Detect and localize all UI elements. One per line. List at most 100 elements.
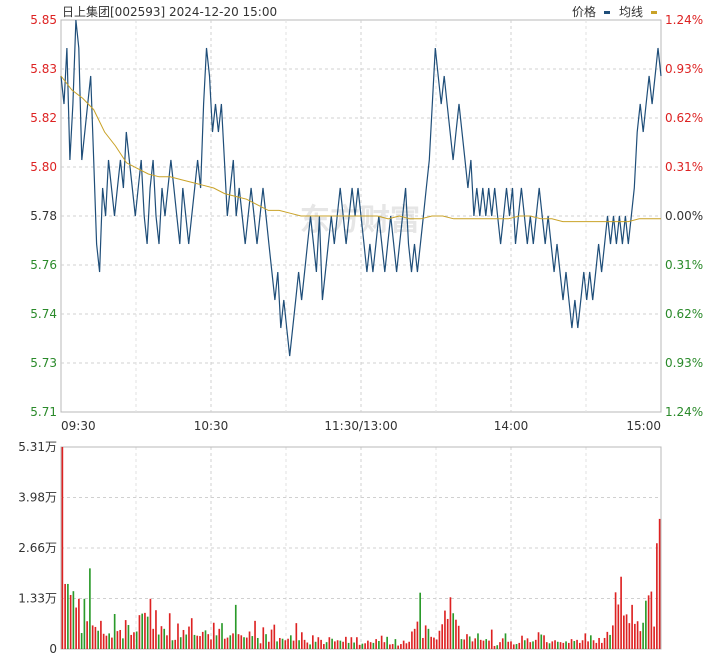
- volume-bar: [438, 630, 441, 649]
- volume-bar: [295, 623, 298, 649]
- volume-bar: [234, 604, 237, 649]
- series-layer: [60, 19, 662, 357]
- volume-bar: [245, 637, 248, 649]
- volume-bar: [248, 631, 251, 649]
- volume-bar: [573, 641, 576, 649]
- volume-bar: [196, 635, 199, 649]
- volume-bar: [609, 634, 611, 649]
- volume-bar: [408, 641, 410, 649]
- volume-bar: [658, 518, 661, 649]
- volume-tick-label: 3.98万: [18, 491, 57, 505]
- volume-bar: [185, 634, 188, 649]
- volume-bar: [301, 632, 303, 649]
- volume-bar: [160, 626, 163, 649]
- volume-bar: [262, 627, 265, 649]
- volume-bar: [254, 620, 256, 649]
- volume-bar: [391, 644, 394, 649]
- volume-bar: [174, 639, 177, 649]
- volume-bar: [601, 642, 603, 649]
- volume-bar: [80, 633, 83, 649]
- volume-bar: [135, 631, 138, 649]
- volume-bar: [455, 619, 457, 649]
- volume-bar: [427, 628, 430, 649]
- volume-bar: [518, 642, 521, 649]
- volume-bar: [298, 640, 300, 649]
- volume-bar: [645, 600, 647, 649]
- legend-price: 价格: [572, 3, 610, 20]
- volume-bar: [278, 637, 281, 649]
- volume-bar: [466, 634, 468, 649]
- volume-bar: [267, 641, 270, 649]
- volume-bar: [105, 635, 108, 649]
- volume-bar: [507, 641, 510, 649]
- volume-bar: [284, 640, 287, 649]
- volume-bar: [168, 613, 171, 649]
- volume-bar: [336, 640, 339, 649]
- volume-bar: [232, 633, 234, 649]
- legend-avg-swatch: [650, 11, 657, 14]
- volume-bar: [166, 635, 168, 649]
- volume-bar: [303, 639, 306, 649]
- time-tick-label: 14:00: [494, 419, 529, 433]
- volume-bar: [578, 642, 581, 649]
- volume-bar: [334, 641, 336, 649]
- volume-bar: [289, 635, 292, 649]
- legend-price-label: 价格: [572, 5, 597, 19]
- volume-bar: [625, 614, 628, 649]
- volume-bar: [386, 636, 388, 649]
- time-tick-label: 10:30: [194, 419, 229, 433]
- volume-bar: [526, 638, 529, 649]
- volume-bar: [369, 642, 372, 649]
- volume-bar: [190, 618, 193, 649]
- volume-bar: [361, 643, 364, 649]
- volume-bar: [617, 604, 620, 649]
- volume-bar: [394, 639, 397, 649]
- volume-bar: [116, 631, 119, 649]
- volume-bar: [124, 620, 127, 649]
- pct-tick-label: 0.00%: [665, 209, 703, 223]
- volume-bar: [61, 447, 64, 649]
- volume-bar: [463, 639, 466, 649]
- volume-bar: [102, 633, 105, 649]
- volume-bar: [218, 628, 221, 649]
- volume-bar: [130, 634, 133, 649]
- time-tick-label: 15:00: [626, 419, 661, 433]
- volume-bar: [493, 645, 496, 649]
- price-tick-label: 5.85: [30, 13, 57, 27]
- volume-bar: [86, 621, 88, 649]
- volume-bar: [523, 640, 526, 649]
- volume-bar: [256, 637, 259, 649]
- volume-bar: [328, 637, 331, 649]
- volume-bar: [620, 576, 622, 649]
- volume-bar: [251, 636, 254, 649]
- volume-bar: [416, 621, 419, 649]
- volume-bar: [650, 591, 653, 649]
- volume-bar: [67, 583, 69, 649]
- volume-bar: [240, 635, 243, 649]
- volume-bar: [312, 635, 314, 649]
- volume-bar: [317, 637, 320, 649]
- time-tick-label: 11:30/13:00: [324, 419, 397, 433]
- volume-bar: [97, 630, 99, 649]
- volume-bar: [587, 641, 589, 649]
- volume-bar: [441, 624, 444, 649]
- volume-bar: [457, 625, 460, 649]
- volume-bar: [397, 645, 399, 649]
- volume-bar: [64, 583, 66, 649]
- volume-bar: [215, 635, 218, 649]
- volume-bar: [350, 637, 353, 649]
- volume-bar: [347, 642, 350, 649]
- volume-bar: [510, 641, 512, 649]
- legend-avg: 均线: [619, 3, 657, 20]
- volume-bar: [339, 640, 342, 649]
- volume-bar: [378, 641, 380, 649]
- volume-bar: [565, 641, 567, 649]
- volume-bar: [634, 623, 636, 649]
- price-tick-label: 5.73: [30, 356, 57, 370]
- price-axis-right: 1.24% 0.93% 0.62% 0.31% 0.00% 0.31% 0.62% 0.93%…: [665, 13, 703, 419]
- volume-bar: [623, 615, 625, 649]
- volume-bar: [499, 642, 501, 649]
- volume-bar: [325, 642, 328, 649]
- volume-bar: [636, 621, 639, 649]
- volume-bar: [75, 607, 77, 649]
